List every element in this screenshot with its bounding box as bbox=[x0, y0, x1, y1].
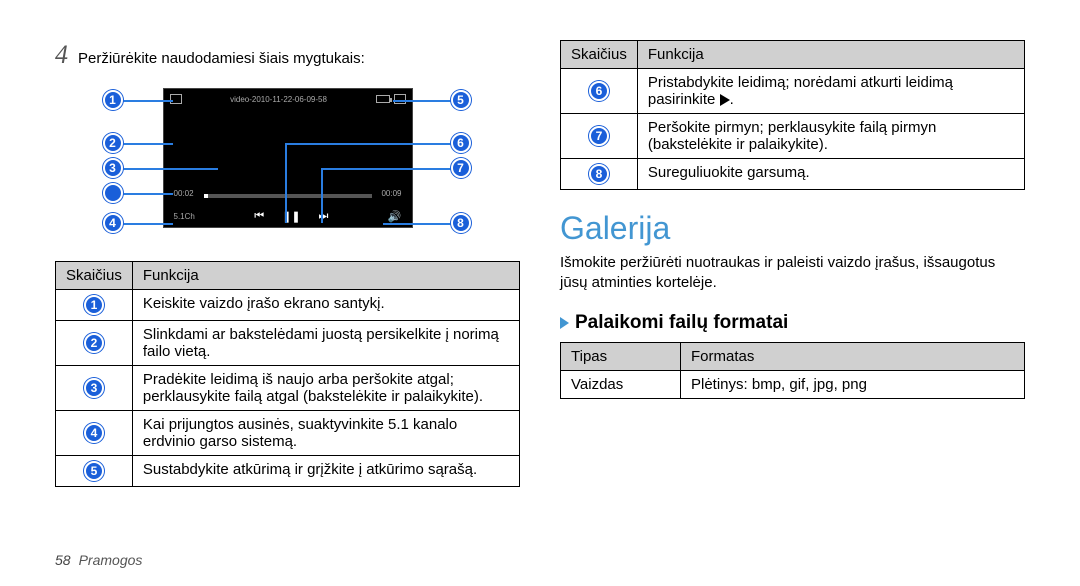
row-fn: Sureguliuokite garsumą. bbox=[637, 159, 1024, 190]
th-type: Tipas bbox=[561, 342, 681, 370]
callout-4: 4 bbox=[103, 213, 123, 233]
th-number: Skaičius bbox=[56, 262, 133, 290]
player-controls: 5.1Ch ⏮ ❚❚ ⏭ 🔊 bbox=[164, 205, 412, 227]
controls-table-left: Skaičius Funkcija 1 Keiskite vaizdo įraš… bbox=[55, 261, 520, 487]
section-intro: Išmokite peržiūrėti nuotraukas ir paleis… bbox=[560, 253, 1025, 294]
section-title: Galerija bbox=[560, 210, 1025, 247]
th-function: Funkcija bbox=[637, 41, 1024, 69]
table-row: 6 Pristabdykite leidimą; norėdami atkurt… bbox=[561, 69, 1025, 114]
table-row: 3 Pradėkite leidimą iš naujo arba peršok… bbox=[56, 366, 520, 411]
cell-type: Vaizdas bbox=[561, 370, 681, 398]
table-row: 8 Sureguliuokite garsumą. bbox=[561, 159, 1025, 190]
row-num: 7 bbox=[589, 126, 609, 146]
page-footer: 58 Pramogos bbox=[55, 552, 142, 568]
formats-table: Tipas Formatas Vaizdas Plėtinys: bmp, gi… bbox=[560, 342, 1025, 399]
th-number: Skaičius bbox=[561, 41, 638, 69]
callout-2: 2 bbox=[103, 133, 123, 153]
table-row: Vaizdas Plėtinys: bmp, gif, jpg, png bbox=[561, 370, 1025, 398]
volume-icon: 🔊 bbox=[388, 210, 402, 223]
progress-fill bbox=[204, 194, 208, 198]
row-fn: Kai prijungtos ausinės, suaktyvinkite 5.… bbox=[132, 411, 519, 456]
play-icon bbox=[720, 94, 730, 106]
callout-5: 5 bbox=[451, 90, 471, 110]
table-row: 1 Keiskite vaizdo įrašo ekrano santykį. bbox=[56, 290, 520, 321]
player-topbar: video-2010-11-22-06-09-58 bbox=[164, 89, 412, 109]
table-row: 5 Sustabdykite atkūrimą ir grįžkite į at… bbox=[56, 456, 520, 487]
step-number: 4 bbox=[55, 40, 68, 70]
sub-heading: Palaikomi failų formatai bbox=[560, 312, 1025, 334]
time-total: 00:09 bbox=[381, 189, 401, 198]
sub-heading-text: Palaikomi failų formatai bbox=[575, 312, 788, 334]
row-fn: Peršokite pirmyn; perklausykite failą pi… bbox=[637, 114, 1024, 159]
callout-1: 1 bbox=[103, 90, 123, 110]
controls-table-right: Skaičius Funkcija 6 Pristabdykite leidim… bbox=[560, 40, 1025, 190]
row-fn: Pristabdykite leidimą; norėdami atkurti … bbox=[637, 69, 1024, 114]
prev-icon: ⏮ bbox=[254, 210, 264, 223]
callout-8: 8 bbox=[451, 213, 471, 233]
video-player-diagram: video-2010-11-22-06-09-58 00:02 00:09 5.… bbox=[103, 78, 473, 243]
callout-3b bbox=[103, 183, 123, 203]
battery-icon bbox=[376, 95, 390, 103]
row-num: 1 bbox=[84, 295, 104, 315]
table-row: 4 Kai prijungtos ausinės, suaktyvinkite … bbox=[56, 411, 520, 456]
progress-bar bbox=[204, 194, 372, 198]
chevron-icon bbox=[560, 317, 569, 329]
table-row: 7 Peršokite pirmyn; perklausykite failą … bbox=[561, 114, 1025, 159]
return-icon bbox=[394, 94, 406, 104]
row-num: 5 bbox=[84, 461, 104, 481]
th-function: Funkcija bbox=[132, 262, 519, 290]
row-num: 4 bbox=[84, 423, 104, 443]
callout-6: 6 bbox=[451, 133, 471, 153]
video-player: video-2010-11-22-06-09-58 00:02 00:09 5.… bbox=[163, 88, 413, 228]
row-fn: Slinkdami ar bakstelėdami juostą persike… bbox=[132, 321, 519, 366]
row-fn: Pradėkite leidimą iš naujo arba peršokit… bbox=[132, 366, 519, 411]
page-number: 58 bbox=[55, 552, 71, 568]
row-num: 8 bbox=[589, 164, 609, 184]
step-line: 4 Peržiūrėkite naudodamiesi šiais mygtuk… bbox=[55, 40, 520, 70]
footer-section: Pramogos bbox=[79, 552, 143, 568]
progress-row: 00:02 00:09 bbox=[174, 189, 402, 203]
channel-label: 5.1Ch bbox=[174, 212, 195, 221]
row-num: 3 bbox=[84, 378, 104, 398]
video-title: video-2010-11-22-06-09-58 bbox=[230, 95, 327, 104]
row-fn: Keiskite vaizdo įrašo ekrano santykį. bbox=[132, 290, 519, 321]
step-text: Peržiūrėkite naudodamiesi šiais mygtukai… bbox=[78, 50, 365, 67]
row-fn: Sustabdykite atkūrimą ir grįžkite į atkū… bbox=[132, 456, 519, 487]
table-row: 2 Slinkdami ar bakstelėdami juostą persi… bbox=[56, 321, 520, 366]
callout-7: 7 bbox=[451, 158, 471, 178]
cell-format: Plėtinys: bmp, gif, jpg, png bbox=[681, 370, 1025, 398]
row-num: 6 bbox=[589, 81, 609, 101]
callout-3: 3 bbox=[103, 158, 123, 178]
aspect-icon bbox=[170, 94, 182, 104]
row-num: 2 bbox=[84, 333, 104, 353]
time-elapsed: 00:02 bbox=[174, 189, 194, 198]
th-format: Formatas bbox=[681, 342, 1025, 370]
